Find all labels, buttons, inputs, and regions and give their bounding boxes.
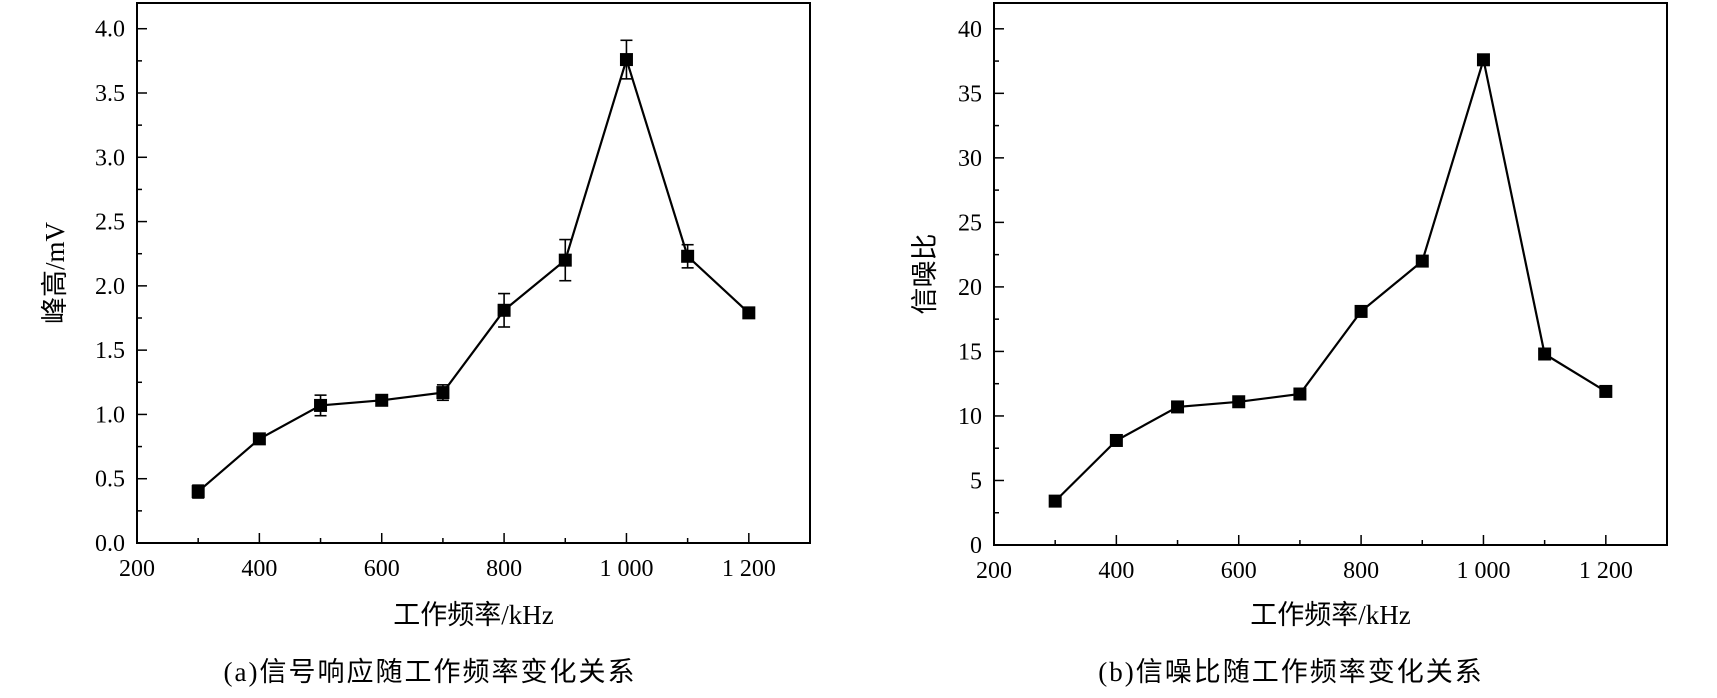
data-point xyxy=(497,303,511,317)
data-point xyxy=(436,386,450,400)
data-point xyxy=(1354,304,1368,318)
y-tick-label: 2.5 xyxy=(95,210,125,236)
y-tick-label: 5 xyxy=(970,468,982,494)
data-point xyxy=(1293,387,1307,401)
data-point xyxy=(742,306,756,320)
data-point xyxy=(558,253,572,267)
x-tick-label: 1 200 xyxy=(722,556,776,582)
y-tick-label: 15 xyxy=(958,339,982,365)
y-tick-label: 3.5 xyxy=(95,81,125,107)
x-tick-label: 800 xyxy=(1343,558,1379,584)
x-tick-label: 800 xyxy=(486,556,522,582)
plot-frame xyxy=(993,2,1668,546)
data-point xyxy=(619,53,633,67)
y-axis-label: 信噪比 xyxy=(910,234,940,315)
data-point xyxy=(1109,433,1123,447)
y-tick-label: 10 xyxy=(958,404,982,430)
y-tick-label: 3.0 xyxy=(95,145,125,171)
data-point xyxy=(1048,494,1062,508)
y-tick-label: 4.0 xyxy=(95,17,125,43)
series-line xyxy=(197,55,750,493)
data-point xyxy=(1415,254,1429,268)
x-tick-label: 1 000 xyxy=(1456,558,1510,584)
x-tick-label: 600 xyxy=(1221,558,1257,584)
panel-b-chart: 200 400 600 800 1 000 1 200 0 5 10 15 20 25 30 35 40 工作… xyxy=(910,2,1668,687)
data-point xyxy=(681,249,695,263)
x-tick-label: 1 000 xyxy=(599,556,653,582)
y-tick-label: 1.0 xyxy=(95,402,125,428)
data-point xyxy=(1599,384,1613,398)
series-line xyxy=(1054,59,1607,502)
y-tick-label: 0 xyxy=(970,533,982,559)
x-axis-label: 工作频率/kHz xyxy=(1250,600,1410,630)
panel-caption: (b)信噪比随工作频率变化关系 xyxy=(1098,657,1483,687)
y-tick-label: 25 xyxy=(958,210,982,236)
data-point xyxy=(252,432,266,446)
y-tick-label: 2.0 xyxy=(95,274,125,300)
x-tick-label: 400 xyxy=(241,556,277,582)
x-tick-label: 1 200 xyxy=(1579,558,1633,584)
panel-a-chart: 200 400 600 800 1 000 1 200 0.0 0.5 1.0 1.5 2.0 2.5… xyxy=(40,2,811,687)
data-point xyxy=(191,485,205,499)
y-tick-label: 0.0 xyxy=(95,531,125,557)
y-tick-label: 0.5 xyxy=(95,467,125,493)
y-tick-label: 20 xyxy=(958,275,982,301)
y-tick-label: 1.5 xyxy=(95,338,125,364)
y-tick-label: 30 xyxy=(958,146,982,172)
plot-frame xyxy=(136,2,811,544)
x-tick-label: 200 xyxy=(976,558,1012,584)
x-tick-label: 400 xyxy=(1098,558,1134,584)
y-tick-label: 35 xyxy=(958,81,982,107)
data-point xyxy=(314,398,328,412)
x-tick-label: 200 xyxy=(119,556,155,582)
data-point xyxy=(1476,53,1490,67)
y-tick-label: 40 xyxy=(958,17,982,43)
data-point xyxy=(1538,347,1552,361)
x-axis-label: 工作频率/kHz xyxy=(393,600,553,630)
data-point xyxy=(1171,400,1185,414)
data-point xyxy=(375,393,389,407)
panel-caption: (a)信号响应随工作频率变化关系 xyxy=(224,657,637,687)
data-point xyxy=(1232,395,1246,409)
x-tick-label: 600 xyxy=(364,556,400,582)
y-axis-label: 峰高/mV xyxy=(40,222,70,325)
